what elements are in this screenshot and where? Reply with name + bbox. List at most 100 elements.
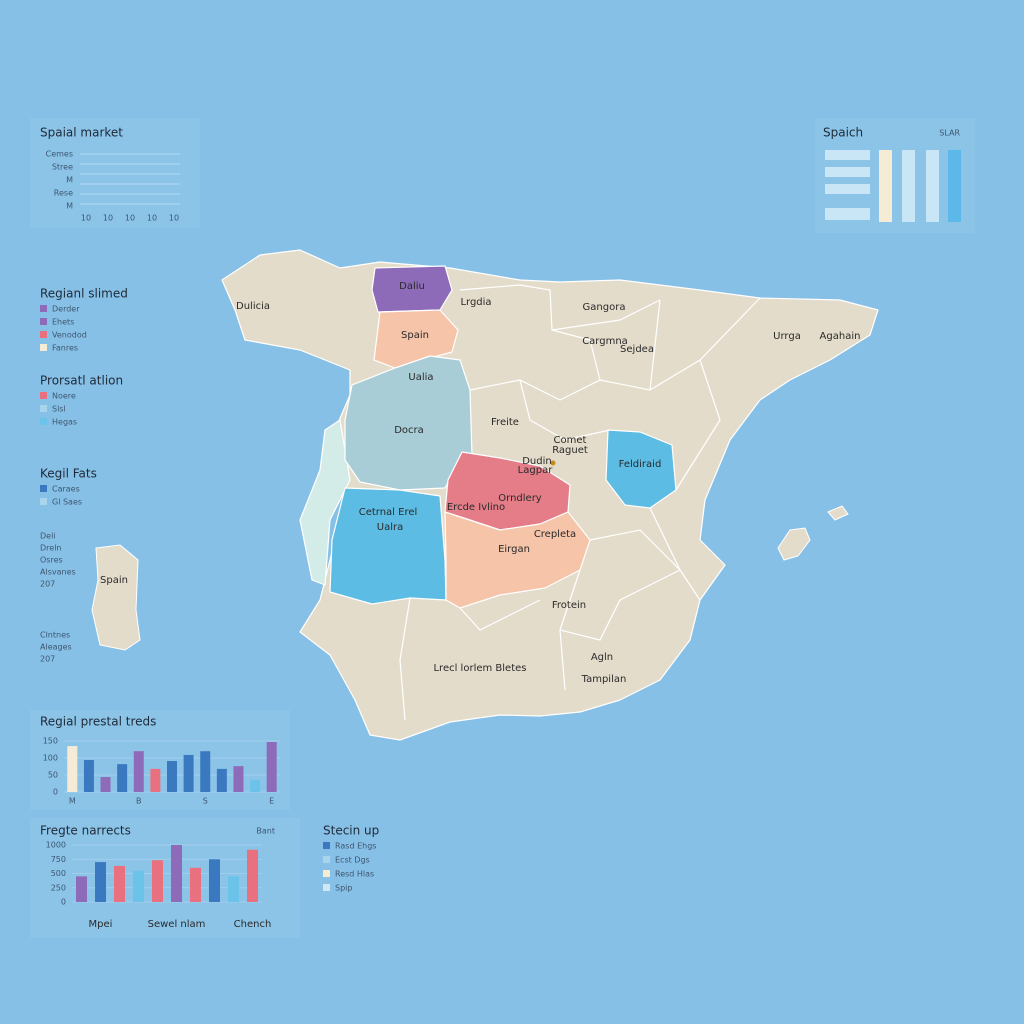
bar: [266, 742, 277, 792]
bar: [167, 761, 177, 792]
bar: [100, 777, 111, 792]
legend-label: Fanres: [52, 344, 78, 353]
legend-title: Kegil Fats: [40, 467, 97, 481]
bar: [133, 751, 144, 792]
note: Alsvanes: [40, 568, 76, 577]
bar: [95, 862, 106, 902]
bar: [67, 746, 78, 792]
map-label: Crepleta: [534, 529, 576, 540]
legend-label: Venodod: [52, 331, 87, 340]
note: 207: [40, 580, 55, 589]
y-tick-label: 0: [53, 788, 58, 797]
legend-label: Ecst Dgs: [335, 856, 370, 865]
panel: [30, 118, 200, 228]
note: Clntnes: [40, 631, 70, 640]
legend-label: Rasd Ehgs: [335, 842, 376, 851]
bar: [150, 768, 161, 792]
row-label: Rese: [54, 189, 73, 198]
legend-label: Resd Hlas: [335, 870, 374, 879]
legend-label: Derder: [52, 305, 80, 314]
map-label: Daliu: [399, 281, 425, 292]
legend-title: Prorsatl atlion: [40, 374, 123, 388]
chart-subtitle: Bant: [256, 827, 275, 836]
row-label: Cemes: [46, 150, 73, 159]
map-label: Feldiraid: [619, 459, 662, 470]
panel-title: Spaich: [823, 126, 863, 140]
note: Aleages: [40, 643, 72, 652]
x-tick-label: E: [269, 797, 274, 806]
bar: [76, 876, 87, 902]
map-label: Tampilan: [581, 674, 627, 685]
legend-label: Ehets: [52, 318, 74, 327]
legend-swatch: [40, 392, 47, 399]
legend-swatch: [40, 405, 47, 412]
x-tick-label: B: [136, 797, 142, 806]
bar: [233, 766, 244, 792]
map-label: Ualra: [377, 522, 403, 533]
x-tick-label: S: [203, 797, 208, 806]
map-label: Raguet: [552, 445, 588, 456]
mini-grid: [80, 153, 180, 205]
map-label: Lrgdia: [460, 297, 491, 308]
note: 207: [40, 655, 55, 664]
map-label: Lrecl lorlem Bletes: [433, 663, 526, 674]
legend-swatch: [323, 870, 330, 877]
legend-swatch: [40, 331, 47, 338]
map-label: Lagpar: [518, 465, 554, 476]
bar: [247, 849, 258, 902]
row-label: M: [66, 202, 73, 211]
row-label: M: [66, 176, 73, 185]
y-tick-label: 0: [61, 898, 66, 907]
map-label: Cargmna: [582, 336, 628, 347]
tick-label: 10: [81, 214, 91, 223]
legend-swatch: [40, 305, 47, 312]
bar: [200, 751, 211, 792]
map-label: Freite: [491, 417, 519, 428]
map-label: Ualia: [408, 372, 433, 383]
legend-label: Slsl: [52, 405, 66, 414]
map-label: Agln: [591, 652, 613, 663]
note: Deli: [40, 532, 56, 541]
bar: [183, 754, 194, 792]
map-label: Spain: [401, 330, 429, 341]
map-label: Cetrnal Erel: [359, 507, 418, 518]
tick-label: 10: [125, 214, 135, 223]
bar: [133, 870, 144, 902]
panel-subtitle: SLAR: [939, 129, 960, 138]
legend-swatch: [40, 344, 47, 351]
legend-swatch: [323, 884, 330, 891]
bar: [171, 845, 182, 902]
panel-title: Spaial market: [40, 126, 123, 140]
legend-label: Caraes: [52, 485, 80, 494]
legend-label: Hegas: [52, 418, 77, 427]
y-tick-label: 500: [51, 869, 66, 878]
y-tick-label: 50: [48, 771, 58, 780]
legend-swatch: [40, 318, 47, 325]
legend-label: Noere: [52, 392, 76, 401]
row-label: Stree: [52, 163, 73, 172]
legend-label: Gl Saes: [52, 498, 82, 507]
y-tick-label: 100: [43, 754, 58, 763]
x-tick-label: M: [69, 797, 76, 806]
bar: [209, 859, 220, 902]
bar: [250, 780, 261, 792]
bar: [216, 768, 227, 792]
legend-swatch: [323, 842, 330, 849]
x-tick-label: Chench: [234, 919, 272, 930]
legend-swatch: [40, 498, 47, 505]
chart-title: Fregte narrects: [40, 824, 131, 838]
map-label: Urrga: [773, 331, 801, 342]
map-label: Orndlery: [498, 493, 542, 504]
map-label: Dulicia: [236, 301, 270, 312]
legend-swatch: [40, 485, 47, 492]
bar: [228, 876, 239, 902]
y-tick-label: 1000: [46, 841, 66, 850]
map-label: Sejdea: [620, 344, 654, 355]
map-label: Ercde Ivlino: [447, 502, 505, 513]
y-tick-label: 750: [51, 855, 66, 864]
legend-label: Spip: [335, 884, 352, 893]
decor-bars: [825, 150, 961, 222]
map-label: Docra: [394, 425, 424, 436]
tick-label: 10: [103, 214, 113, 223]
map-label: Agahain: [820, 331, 861, 342]
